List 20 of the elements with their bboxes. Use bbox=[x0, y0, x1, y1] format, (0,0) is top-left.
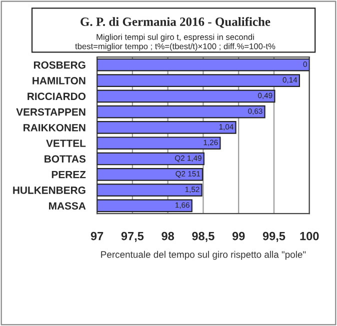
x-tick-label: 100 bbox=[300, 232, 319, 240]
y-tick-label: HAMILTON bbox=[32, 77, 86, 84]
y-tick-label: MASSA bbox=[49, 202, 86, 210]
chart-title: G. P. di Germania 2016 - Qualifiche bbox=[80, 17, 270, 28]
y-tick-label: ROSBERG bbox=[34, 61, 86, 69]
x-tick-label: 98 bbox=[162, 232, 174, 240]
chart-subtitle: Migliori tempi sul giro t, espressi in secondi tbest=miglior tempo ; t%=(tbest/t)×100 ; diff.%=100-t% bbox=[75, 34, 276, 51]
x-axis-title: Percentuale del tempo sul giro rispetto alla "pole" bbox=[101, 250, 306, 260]
y-tick-label: VERSTAPPEN bbox=[16, 108, 86, 116]
x-tick-label: 97 bbox=[90, 232, 104, 240]
y-tick-label: RICCIARDO bbox=[28, 92, 86, 100]
y-tick-label: VETTEL bbox=[46, 140, 86, 147]
y-tick-label: PEREZ bbox=[52, 171, 86, 178]
x-tick-label: 99 bbox=[232, 232, 245, 240]
y-tick-label: RAIKKONEN bbox=[24, 124, 86, 132]
x-tick-label: 98,5 bbox=[192, 232, 214, 242]
y-tick-label: BOTTAS bbox=[44, 155, 86, 163]
x-tick-label: 97,5 bbox=[121, 232, 144, 242]
x-tick-label: 99,5 bbox=[262, 232, 286, 242]
y-tick-label: HULKENBERG bbox=[13, 186, 86, 194]
